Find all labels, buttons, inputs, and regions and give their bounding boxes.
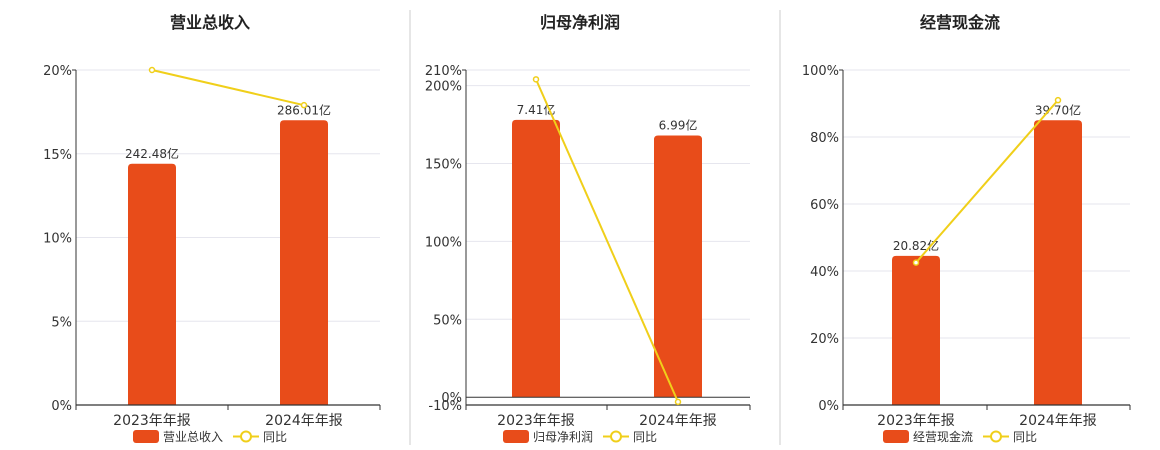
legend-bar-swatch [503,430,529,443]
yoy-line [535,78,679,403]
y-tick-label: 20% [810,332,839,347]
chart-title-1: 营业总收入 [170,13,250,32]
legend-bar-swatch [133,430,159,443]
bar-data-label: 39.70亿 [1035,102,1081,117]
y-tick-label: 100% [802,64,839,79]
y-tick-label: 0% [818,399,839,414]
yoy-point [674,398,682,406]
legend-bar-label: 营业总收入 [163,430,223,444]
bar [128,163,176,405]
bar-data-label: 286.01亿 [277,102,331,117]
legend-line-marker [240,430,252,443]
legend-bar-label: 归母净利润 [533,430,593,444]
y-tick-label: 15% [43,148,72,163]
y-tick-label: 5% [51,315,72,330]
y-tick-label: 210% [425,64,462,79]
y-tick-label: 40% [810,265,839,280]
yoy-line [915,99,1059,264]
bar-data-label: 242.48亿 [125,146,179,161]
yoy-point [1054,96,1062,104]
y-tick-label: -10% [428,399,462,414]
x-tick-label: 2023年年报 [877,413,955,429]
y-tick-label: 100% [425,235,462,250]
y-tick-label: 0% [441,391,462,406]
legend-line-label: 同比 [1013,430,1037,444]
y-tick-label: 80% [810,131,839,146]
chart-title-3: 经营现金流 [920,13,1000,32]
legend-line-marker [990,430,1002,443]
chart-title-2: 归母净利润 [540,13,620,32]
bar [892,255,940,405]
legend-line-label: 同比 [263,430,287,444]
yoy-point [912,259,920,266]
bar [1034,120,1082,405]
y-tick-label: 20% [43,64,72,79]
y-tick-label: 50% [433,313,462,328]
y-tick-label: 60% [810,198,839,213]
x-tick-label: 2024年年报 [639,413,717,429]
yoy-point [300,101,308,109]
x-tick-label: 2023年年报 [113,413,191,429]
legend-line-marker [610,430,622,443]
bar [280,120,328,405]
legend-line-label: 同比 [633,430,657,444]
x-tick-label: 2024年年报 [1019,413,1097,429]
y-tick-label: 200% [425,80,462,95]
y-tick-label: 0% [51,399,72,414]
legend-bar-label: 经营现金流 [913,429,973,444]
bar-data-label: 6.99亿 [659,117,698,132]
y-tick-label: 10% [43,232,72,247]
bar [512,119,560,398]
bar [654,135,702,398]
x-tick-label: 2024年年报 [265,413,343,429]
bar-data-label: 7.41亿 [517,102,556,117]
x-tick-label: 2023年年报 [497,413,575,429]
yoy-line [151,69,305,107]
y-tick-label: 150% [425,157,462,172]
yoy-point [148,66,156,74]
legend-bar-swatch [883,430,909,443]
yoy-point [532,76,540,83]
